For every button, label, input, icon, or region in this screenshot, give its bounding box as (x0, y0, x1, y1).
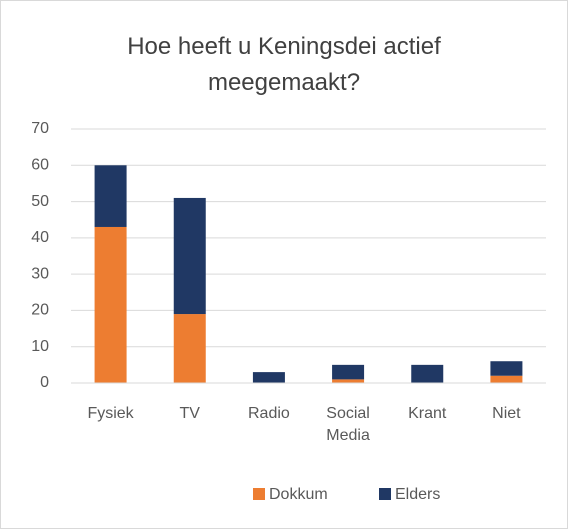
y-tick-label: 50 (31, 193, 49, 210)
x-tick-label: Krant (408, 405, 447, 422)
bar-segment (332, 379, 365, 383)
legend-swatch (379, 488, 391, 500)
bar-segment (173, 314, 206, 383)
bar-segment (94, 165, 127, 227)
bar-segment (490, 361, 523, 376)
y-tick-label: 20 (31, 302, 49, 319)
y-tick-label: 40 (31, 229, 49, 246)
bar-segment (332, 364, 365, 380)
y-tick-label: 30 (31, 265, 49, 282)
legend-label: Elders (395, 486, 440, 503)
x-tick-label: Fysiek (87, 405, 134, 422)
bar-segment (490, 375, 523, 383)
chart-title: Hoe heeft u Keningsdei actief meegemaakt… (127, 33, 441, 96)
x-tick-label: Social Media (326, 405, 370, 444)
y-tick-label: 70 (31, 120, 49, 137)
bar-segment (411, 364, 444, 383)
y-tick-label: 10 (31, 338, 49, 355)
x-tick-label: TV (179, 405, 200, 422)
x-tick-label: Niet (492, 405, 521, 422)
y-tick-label: 0 (40, 374, 49, 391)
legend-swatch (253, 488, 265, 500)
y-tick-label: 60 (31, 157, 49, 174)
bar-segment (252, 372, 285, 383)
legend-label: Dokkum (269, 486, 328, 503)
bar-segment (173, 197, 206, 315)
bar-segment (94, 226, 127, 383)
x-tick-label: Radio (248, 405, 290, 422)
